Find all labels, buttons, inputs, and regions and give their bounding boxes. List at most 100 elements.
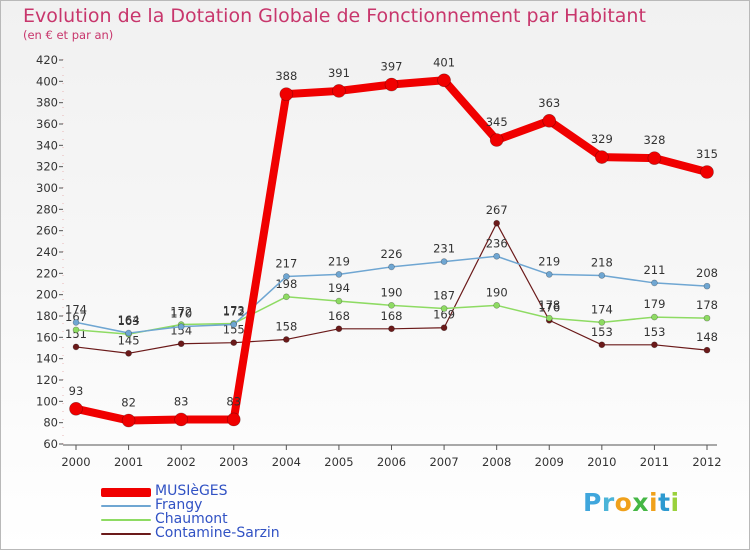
data-label-chaumont: 190 xyxy=(486,285,508,299)
data-label-contamine-sarzin: 145 xyxy=(118,333,140,347)
data-point-contamine-sarzin xyxy=(703,346,711,354)
data-label-contamine-sarzin: 155 xyxy=(223,323,245,337)
data-point-contamine-sarzin xyxy=(388,325,395,333)
data-label-contamine-sarzin: 148 xyxy=(696,330,718,344)
data-label-contamine-sarzin: 153 xyxy=(643,325,665,339)
data-label-musieges: 391 xyxy=(328,66,350,80)
data-label-musieges: 363 xyxy=(538,96,560,110)
legend-swatch-chaumont xyxy=(101,519,151,521)
data-point-chaumont xyxy=(440,305,448,312)
data-label-contamine-sarzin: 153 xyxy=(591,325,613,339)
data-label-chaumont: 198 xyxy=(275,277,297,291)
x-tick-label: 2010 xyxy=(587,455,616,469)
data-point-frangy xyxy=(598,272,606,279)
series-musieges: 93 82 83 83 388 391 397 401 345 363 329 328 315 xyxy=(69,55,718,428)
x-tick-label: 2007 xyxy=(429,455,458,469)
y-tick-label: 400 xyxy=(36,74,58,88)
data-point-musieges xyxy=(279,87,294,101)
data-label-chaumont: 172 xyxy=(170,305,192,319)
data-label-chaumont: 178 xyxy=(538,298,560,312)
x-tick-label: 2008 xyxy=(482,455,511,469)
data-label-contamine-sarzin: 158 xyxy=(275,319,297,333)
data-point-frangy xyxy=(493,252,500,260)
data-point-frangy xyxy=(440,258,448,265)
legend-label-chaumont: Chaumont xyxy=(155,511,228,527)
data-point-musieges xyxy=(647,151,662,165)
data-label-frangy: 236 xyxy=(486,236,508,250)
data-label-musieges: 329 xyxy=(591,132,613,146)
legend-swatch-contamine-sarzin xyxy=(101,533,151,535)
y-tick-label: 140 xyxy=(36,352,58,366)
data-label-frangy: 164 xyxy=(118,313,140,327)
data-label-frangy: 170 xyxy=(170,307,192,321)
data-point-contamine-sarzin xyxy=(598,341,606,349)
y-tick-label: 60 xyxy=(43,437,58,451)
x-tick-label: 2005 xyxy=(324,455,353,469)
data-label-contamine-sarzin: 176 xyxy=(538,300,560,314)
data-point-frangy xyxy=(177,323,185,330)
x-tick-label: 2001 xyxy=(114,455,143,469)
legend-label-contamine-sarzin: Contamine-Sarzin xyxy=(155,525,280,541)
data-label-chaumont: 178 xyxy=(696,298,718,312)
data-label-frangy: 231 xyxy=(433,242,455,256)
chart-title: Evolution de la Dotation Globale de Fonc… xyxy=(23,5,646,27)
y-tick-label: 100 xyxy=(36,394,58,408)
y-tick-label: 200 xyxy=(36,288,58,302)
data-point-musieges xyxy=(384,77,399,92)
data-label-contamine-sarzin: 168 xyxy=(381,309,403,323)
x-tick-label: 2003 xyxy=(219,455,248,469)
y-tick-label: 220 xyxy=(36,266,58,280)
data-label-musieges: 82 xyxy=(121,396,136,410)
data-label-frangy: 218 xyxy=(591,255,613,269)
data-point-chaumont xyxy=(335,297,343,305)
data-point-contamine-sarzin xyxy=(440,324,448,332)
data-label-frangy: 219 xyxy=(328,254,350,268)
y-tick-label: 260 xyxy=(36,224,58,238)
y-tick-label: 360 xyxy=(36,117,58,131)
legend-swatch-frangy xyxy=(101,505,151,507)
data-label-musieges: 345 xyxy=(486,115,508,129)
data-point-chaumont xyxy=(72,326,80,334)
x-tick-label: 2006 xyxy=(377,455,406,469)
data-label-musieges: 388 xyxy=(275,69,297,83)
data-label-musieges: 328 xyxy=(643,133,665,147)
data-point-contamine-sarzin xyxy=(72,343,80,351)
x-tick-label: 2009 xyxy=(535,455,564,469)
data-label-chaumont: 174 xyxy=(591,302,613,316)
data-label-chaumont: 173 xyxy=(223,303,245,317)
data-label-musieges: 93 xyxy=(69,384,84,398)
data-point-frangy xyxy=(335,271,343,278)
data-point-frangy xyxy=(703,282,711,290)
x-tick-label: 2012 xyxy=(692,455,721,469)
data-label-chaumont: 194 xyxy=(328,281,350,295)
data-point-contamine-sarzin xyxy=(651,341,658,349)
data-point-musieges xyxy=(69,401,83,416)
y-tick-label: 320 xyxy=(36,160,58,174)
y-tick-label: 180 xyxy=(36,309,58,323)
data-label-frangy: 174 xyxy=(65,302,87,316)
x-tick-label: 2004 xyxy=(272,455,301,469)
data-point-musieges xyxy=(174,412,188,427)
x-tick-label: 2002 xyxy=(167,455,196,469)
y-tick-label: 380 xyxy=(36,96,58,110)
data-label-chaumont: 190 xyxy=(381,285,403,299)
data-label-musieges: 397 xyxy=(381,60,403,74)
data-label-frangy: 217 xyxy=(275,257,297,271)
data-point-chaumont xyxy=(283,293,290,301)
data-point-contamine-sarzin xyxy=(493,219,500,227)
data-label-musieges: 83 xyxy=(226,394,241,408)
data-point-contamine-sarzin xyxy=(230,339,238,346)
data-label-chaumont: 179 xyxy=(643,297,665,311)
y-tick-label: 300 xyxy=(36,181,58,195)
y-tick-label: 240 xyxy=(36,245,58,259)
data-point-musieges xyxy=(332,84,346,98)
data-point-frangy xyxy=(545,271,553,278)
data-point-frangy xyxy=(283,273,290,280)
data-point-frangy xyxy=(72,319,80,326)
y-tick-label: 340 xyxy=(36,138,58,152)
data-point-contamine-sarzin xyxy=(125,350,132,357)
